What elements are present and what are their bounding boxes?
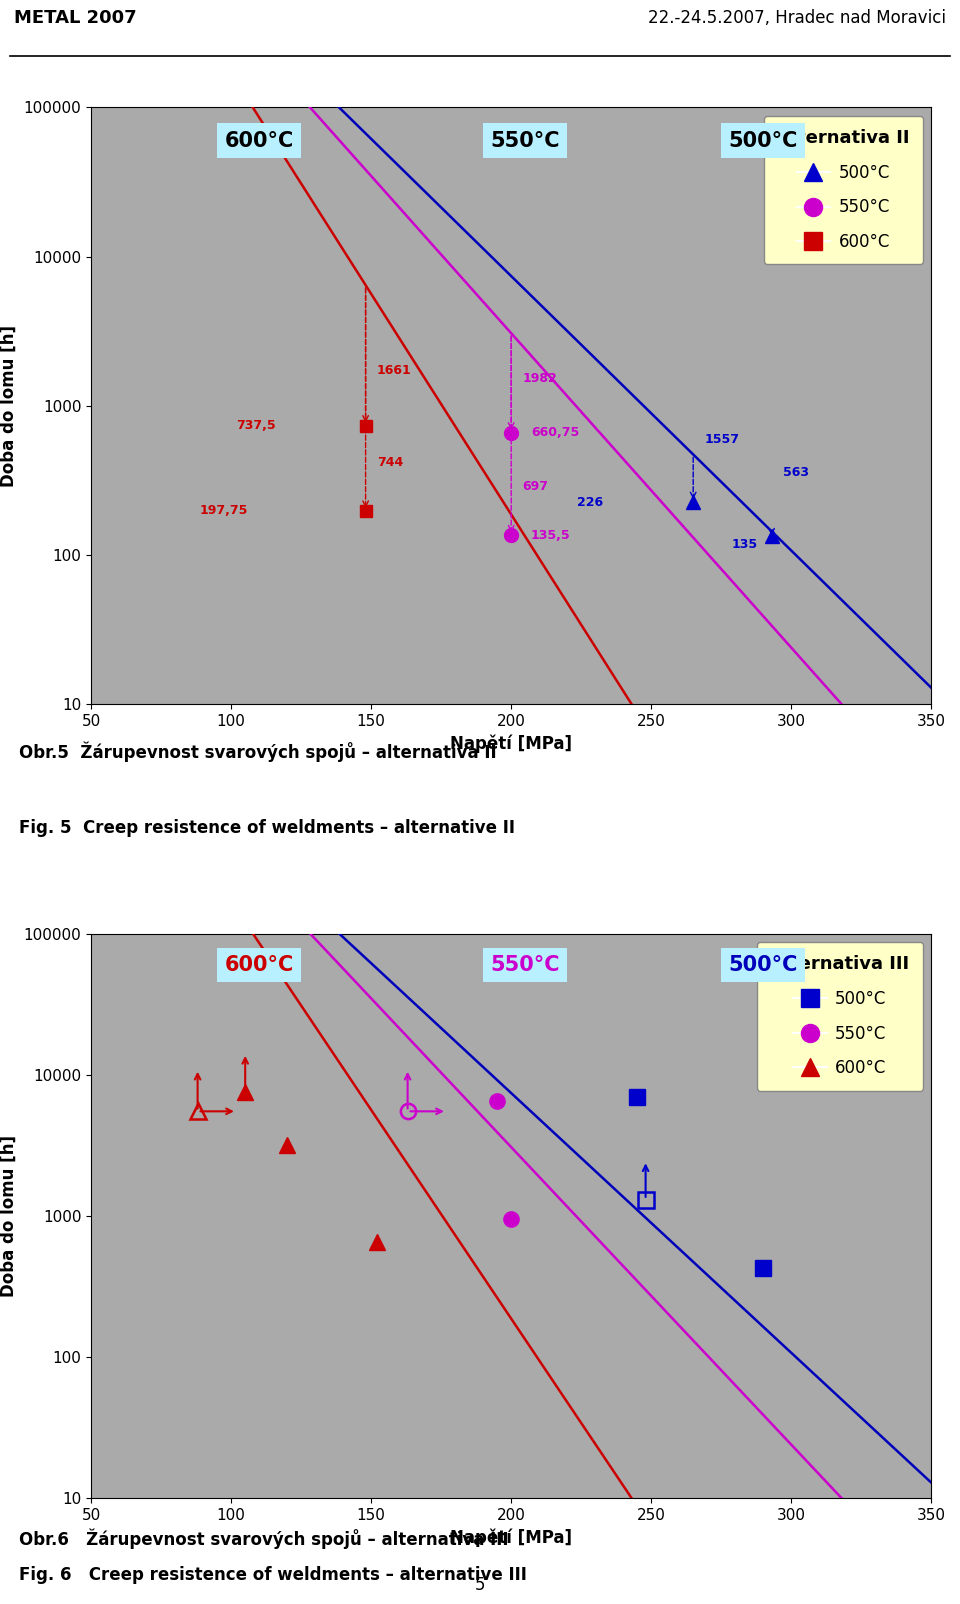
Text: 550°C: 550°C bbox=[491, 130, 560, 151]
Text: 500°C: 500°C bbox=[729, 954, 798, 975]
Text: 600°C: 600°C bbox=[225, 130, 294, 151]
Text: 135,5: 135,5 bbox=[531, 529, 570, 542]
X-axis label: Napětí [MPa]: Napětí [MPa] bbox=[450, 1529, 572, 1546]
Text: Obr.6   Žárupevnost svarových spojů – alternativa III: Obr.6 Žárupevnost svarových spojů – alte… bbox=[19, 1529, 509, 1549]
Text: 1661: 1661 bbox=[376, 364, 412, 377]
Text: METAL 2007: METAL 2007 bbox=[14, 10, 137, 27]
Legend: 500°C, 550°C, 600°C: 500°C, 550°C, 600°C bbox=[764, 115, 923, 265]
Text: 550°C: 550°C bbox=[491, 954, 560, 975]
Text: 737,5: 737,5 bbox=[236, 419, 276, 431]
Text: 226: 226 bbox=[578, 496, 604, 508]
X-axis label: Napětí [MPa]: Napětí [MPa] bbox=[450, 735, 572, 752]
Text: 1557: 1557 bbox=[705, 433, 739, 446]
Text: 197,75: 197,75 bbox=[200, 504, 248, 518]
Text: 1982: 1982 bbox=[522, 372, 557, 385]
Text: 563: 563 bbox=[782, 467, 808, 480]
Text: Fig. 6   Creep resistence of weldments – alternative III: Fig. 6 Creep resistence of weldments – a… bbox=[19, 1566, 527, 1583]
Y-axis label: Doba do lomu [h]: Doba do lomu [h] bbox=[0, 326, 18, 486]
Legend: 500°C, 550°C, 600°C: 500°C, 550°C, 600°C bbox=[757, 942, 923, 1091]
Text: Obr.5  Žárupevnost svarových spojů – alternativa II: Obr.5 Žárupevnost svarových spojů – alte… bbox=[19, 741, 497, 762]
Text: 600°C: 600°C bbox=[225, 954, 294, 975]
Text: 660,75: 660,75 bbox=[531, 427, 579, 439]
Text: 744: 744 bbox=[376, 456, 403, 468]
Text: Fig. 5  Creep resistence of weldments – alternative II: Fig. 5 Creep resistence of weldments – a… bbox=[19, 818, 516, 837]
Text: 22.-24.5.2007, Hradec nad Moravici: 22.-24.5.2007, Hradec nad Moravici bbox=[648, 10, 946, 27]
Text: 500°C: 500°C bbox=[729, 130, 798, 151]
Text: 697: 697 bbox=[522, 480, 548, 494]
Text: 135: 135 bbox=[732, 539, 757, 552]
Text: 5: 5 bbox=[475, 1575, 485, 1594]
Y-axis label: Doba do lomu [h]: Doba do lomu [h] bbox=[0, 1136, 18, 1296]
